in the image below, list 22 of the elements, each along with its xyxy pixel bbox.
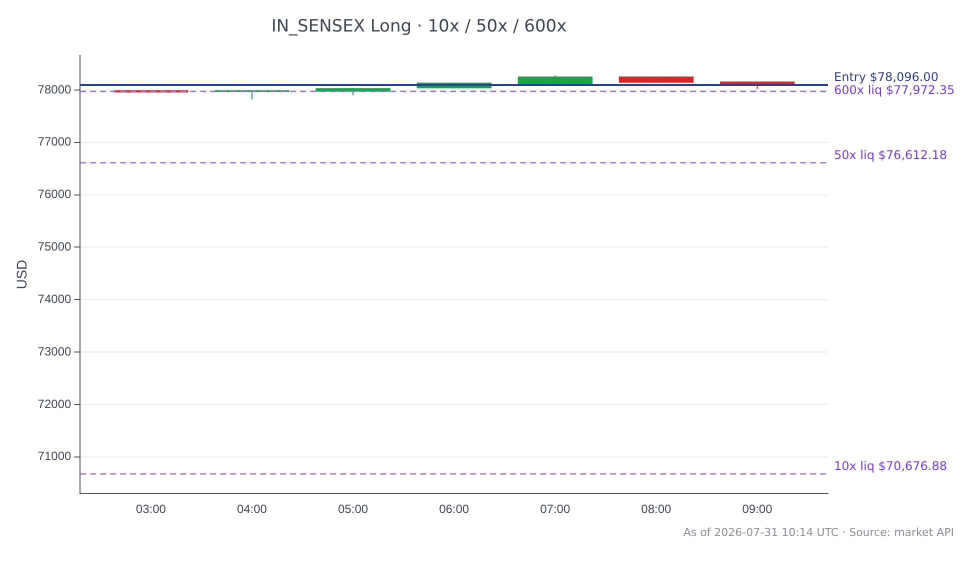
x-tick-label: 06:00 xyxy=(439,502,470,516)
text: As of 2026-07-31 10:14 UTC · Source: market API xyxy=(683,526,954,539)
ref-line-label: 600x liq $77,972.35 xyxy=(834,83,955,98)
y-tick-label: 75000 xyxy=(38,240,72,254)
y-tick-label: 73000 xyxy=(38,344,72,358)
y-axis-title: USD xyxy=(13,260,30,290)
y-tick-label: 77000 xyxy=(38,134,72,149)
y-tick-label: 71000 xyxy=(38,449,72,464)
x-tick-label: 07:00 xyxy=(540,502,570,516)
y-tick-label: 78000 xyxy=(38,82,72,96)
y-tick-label: 74000 xyxy=(38,292,72,306)
y-tick-label: 72000 xyxy=(38,396,72,411)
ref-line-label: 10x liq $70,676.88 xyxy=(834,458,947,473)
ref-line-label: 50x liq $76,612.18 xyxy=(834,148,947,162)
x-tick-label: 05:00 xyxy=(338,502,368,516)
x-tick-label: 08:00 xyxy=(641,502,672,516)
x-tick-label: 04:00 xyxy=(236,502,268,516)
ref-line-label: Entry $78,096.00 xyxy=(834,70,938,84)
y-tick-label: 76000 xyxy=(38,187,72,202)
chart-title: IN_SENSEX Long · 10x / 50x / 600x xyxy=(271,16,567,37)
x-tick-label: 09:00 xyxy=(742,502,773,516)
x-tick-label: 03:00 xyxy=(136,502,166,516)
